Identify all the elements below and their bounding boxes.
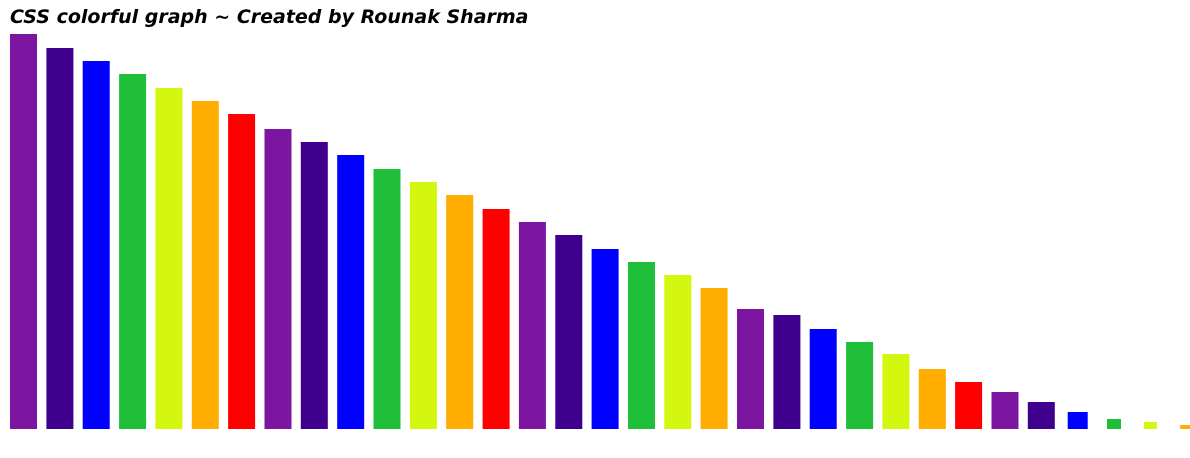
chart-title: CSS colorful graph ~ Created by Rounak S…: [10, 6, 529, 28]
bar-23: [809, 329, 837, 429]
bar-3: [82, 61, 110, 429]
bar-12: [409, 182, 437, 429]
bar-30: [1067, 412, 1088, 429]
bar-17: [591, 249, 619, 429]
bar-13: [446, 195, 474, 429]
bar-6: [191, 101, 219, 429]
bar-11: [373, 169, 401, 429]
bar-1: [10, 34, 37, 429]
bar-9: [300, 142, 328, 429]
bars-group: [10, 34, 1190, 429]
bar-5: [155, 88, 183, 429]
bar-28: [991, 392, 1019, 429]
bar-16: [555, 235, 583, 429]
bar-27: [955, 382, 983, 429]
bar-31: [1107, 419, 1121, 429]
bar-21: [737, 309, 764, 429]
bar-32: [1143, 422, 1157, 429]
bar-8: [264, 129, 292, 429]
bar-7: [228, 114, 256, 429]
bar-33: [1180, 425, 1190, 429]
bar-15: [518, 222, 546, 429]
bar-19: [664, 275, 692, 429]
bar-25: [882, 354, 910, 429]
bar-4: [119, 74, 147, 429]
bar-10: [337, 155, 365, 429]
bar-29: [1027, 402, 1055, 429]
bar-2: [46, 48, 74, 429]
bar-18: [628, 262, 655, 429]
bar-26: [918, 369, 946, 429]
bar-14: [482, 209, 510, 429]
bar-20: [700, 288, 728, 429]
bar-24: [846, 342, 874, 429]
bar-22: [773, 315, 801, 429]
